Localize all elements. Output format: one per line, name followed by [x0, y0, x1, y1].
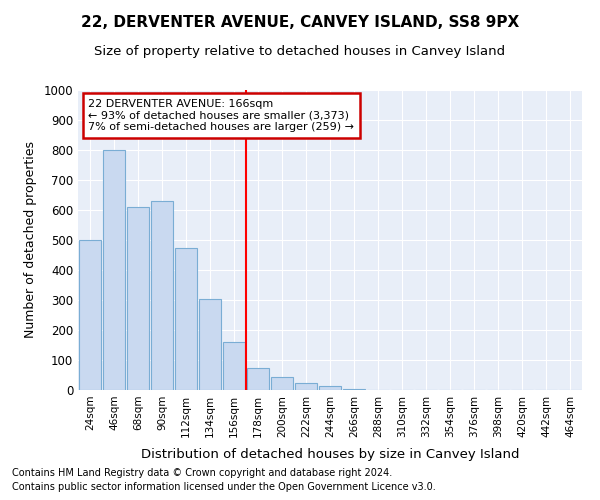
Bar [199, 298, 221, 390]
Bar [319, 386, 341, 390]
Bar [151, 201, 173, 390]
Bar [343, 388, 365, 390]
Text: Size of property relative to detached houses in Canvey Island: Size of property relative to detached ho… [94, 45, 506, 58]
Y-axis label: Number of detached properties: Number of detached properties [23, 142, 37, 338]
Text: Contains HM Land Registry data © Crown copyright and database right 2024.: Contains HM Land Registry data © Crown c… [12, 468, 392, 477]
Bar [79, 240, 101, 390]
X-axis label: Distribution of detached houses by size in Canvey Island: Distribution of detached houses by size … [141, 448, 519, 461]
Bar [127, 207, 149, 390]
Text: Contains public sector information licensed under the Open Government Licence v3: Contains public sector information licen… [12, 482, 436, 492]
Bar [271, 376, 293, 390]
Text: 22 DERVENTER AVENUE: 166sqm
← 93% of detached houses are smaller (3,373)
7% of s: 22 DERVENTER AVENUE: 166sqm ← 93% of det… [88, 99, 354, 132]
Bar [175, 248, 197, 390]
Bar [295, 382, 317, 390]
Text: 22, DERVENTER AVENUE, CANVEY ISLAND, SS8 9PX: 22, DERVENTER AVENUE, CANVEY ISLAND, SS8… [81, 15, 519, 30]
Bar [103, 150, 125, 390]
Bar [247, 368, 269, 390]
Bar [223, 342, 245, 390]
